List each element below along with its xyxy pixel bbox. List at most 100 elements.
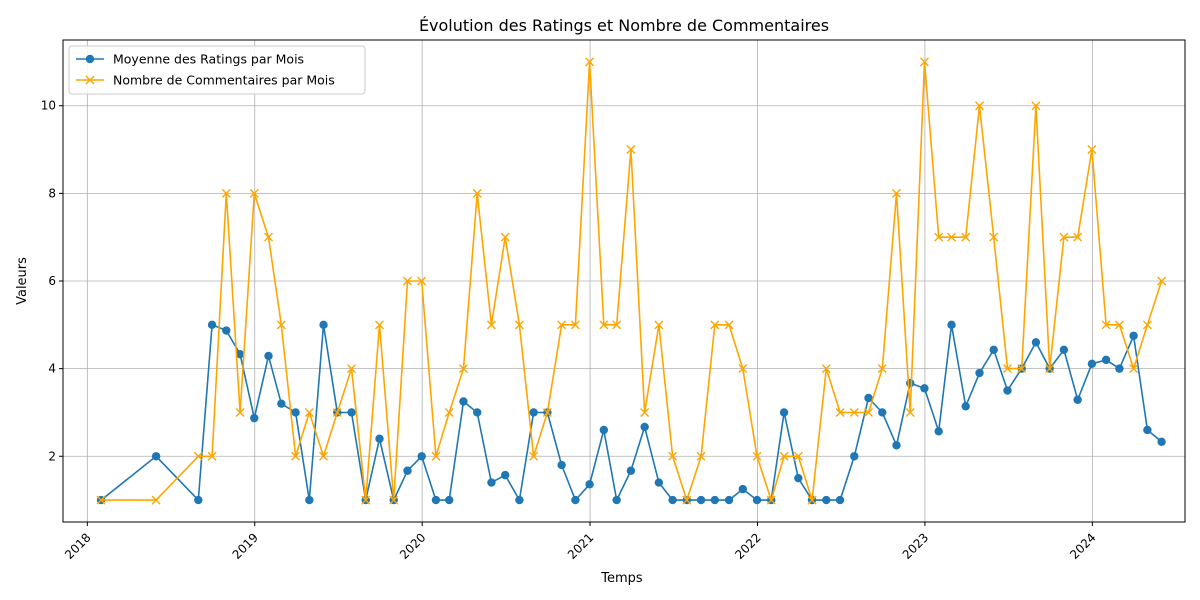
legend-box [68, 45, 366, 95]
series-line [101, 61, 1163, 501]
data-point [151, 495, 161, 505]
data-point [794, 473, 803, 483]
data-point [905, 407, 915, 417]
data-point [1157, 437, 1166, 447]
data-point [989, 345, 998, 354]
data-point [738, 484, 748, 494]
data-point [807, 495, 817, 505]
data-point [500, 470, 510, 480]
data-point [1073, 232, 1083, 242]
data-point [1157, 276, 1167, 286]
data-point [850, 452, 859, 461]
data-point [892, 441, 901, 450]
legend: Moyenne des Ratings par Mois Nombre de Co… [68, 45, 366, 95]
data-point [96, 495, 106, 505]
y-axis: 2 4 6 8 10 [41, 99, 63, 463]
data-point [891, 188, 901, 198]
data-point [417, 276, 427, 286]
legend-label: Nombre de Commentaires par Mois [113, 73, 335, 88]
data-point [222, 326, 231, 335]
data-point [221, 188, 231, 198]
series-2 [96, 57, 1167, 505]
legend-label: Moyenne des Ratings par Mois [113, 52, 304, 67]
data-point [779, 408, 789, 417]
data-point [821, 364, 831, 374]
series-line [100, 323, 1163, 501]
data-point [235, 407, 245, 417]
data-point [1129, 364, 1139, 374]
series-layer [96, 57, 1167, 505]
data-point [529, 408, 538, 417]
data-point [696, 495, 706, 505]
data-point [585, 480, 594, 489]
data-point [1142, 320, 1152, 330]
data-point [752, 451, 762, 461]
data-point [487, 478, 496, 487]
data-point [920, 384, 929, 393]
data-point [403, 466, 412, 475]
data-point [500, 232, 510, 242]
data-point [934, 232, 944, 242]
data-point [557, 460, 566, 470]
data-point [612, 320, 622, 330]
data-point [975, 368, 984, 378]
data-point [696, 451, 706, 461]
data-point [361, 495, 371, 505]
data-point [724, 320, 734, 330]
data-point [906, 378, 915, 388]
data-point [947, 232, 957, 242]
data-point [264, 351, 273, 361]
data-point [194, 495, 203, 505]
data-point [779, 451, 789, 461]
data-point [822, 495, 831, 505]
data-point [459, 397, 468, 406]
data-point [654, 478, 664, 487]
data-point [626, 466, 636, 475]
data-point [291, 451, 301, 461]
data-point [752, 495, 762, 505]
data-point [193, 451, 203, 461]
data-point [417, 452, 426, 461]
x-axis-label: Temps [600, 571, 643, 586]
y-tick-label: 2 [48, 449, 56, 463]
data-point [640, 407, 650, 417]
data-point [863, 407, 873, 417]
y-tick-label: 10 [41, 99, 56, 113]
y-tick-label: 8 [48, 186, 56, 200]
data-point [878, 408, 887, 417]
data-point [1087, 359, 1097, 369]
data-point [472, 188, 482, 198]
data-point [1143, 425, 1152, 435]
data-point [626, 145, 636, 155]
data-point [431, 451, 441, 461]
data-point [445, 495, 454, 505]
data-point [1059, 232, 1069, 242]
data-point [319, 451, 329, 461]
data-point [473, 408, 482, 417]
data-point [250, 413, 259, 423]
data-point [682, 495, 692, 505]
data-point [291, 408, 300, 417]
data-point [1073, 395, 1082, 404]
y-tick-label: 4 [48, 362, 56, 376]
data-point [599, 320, 609, 330]
data-point [989, 232, 999, 242]
data-point [347, 364, 357, 374]
data-point [961, 402, 970, 411]
data-point [724, 495, 734, 505]
data-point [654, 320, 664, 330]
data-point [249, 188, 259, 198]
data-point [431, 495, 441, 505]
data-point [738, 364, 748, 374]
legend-marker [85, 54, 95, 64]
data-point [975, 101, 984, 111]
data-point [151, 452, 161, 461]
data-point [570, 320, 580, 330]
data-point [1003, 386, 1012, 395]
data-point [1087, 145, 1097, 155]
chart-title: Évolution des Ratings et Nombre de Comme… [419, 16, 829, 35]
data-point [207, 451, 217, 461]
data-point [207, 320, 217, 330]
data-point [835, 407, 845, 417]
